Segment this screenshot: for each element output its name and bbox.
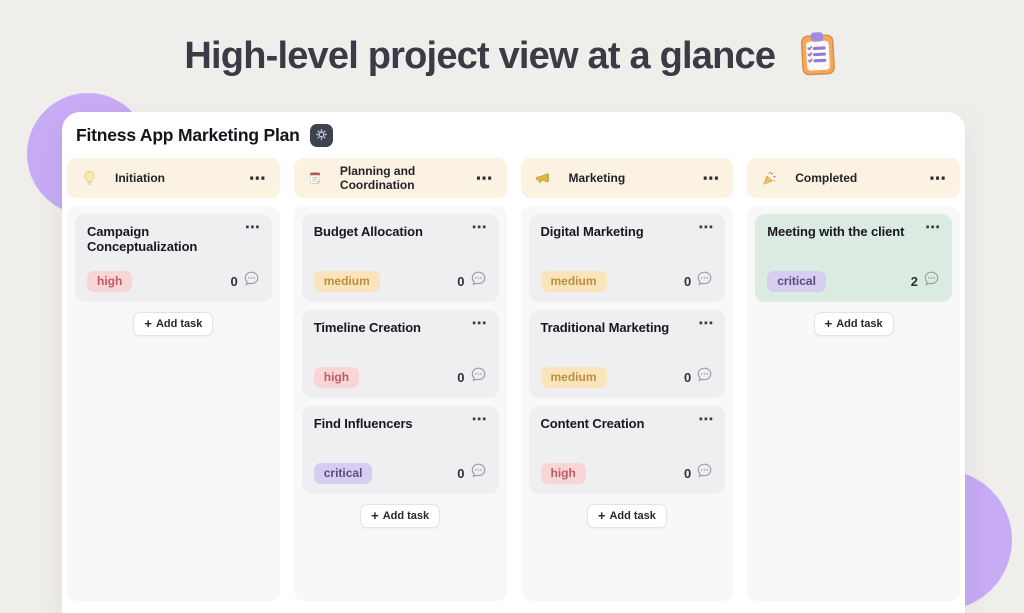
add-task-button[interactable]: + Add task [360, 504, 441, 528]
party-popper-icon [761, 171, 777, 186]
plus-icon: + [824, 316, 833, 331]
column-title: Completed [795, 171, 858, 185]
gear-icon [315, 128, 328, 144]
hero-header: High-level project view at a glance [0, 30, 1024, 83]
column-lane: Digital Marketing ⋯ medium 0 [520, 206, 734, 601]
more-menu-icon[interactable]: ⋯ [925, 219, 940, 236]
comment-icon [470, 366, 487, 388]
priority-badge: high [87, 270, 133, 292]
board-header: Fitness App Marketing Plan [66, 124, 961, 158]
comment-icon [243, 270, 260, 292]
column-title: Initiation [115, 171, 165, 185]
task-title: Content Creation [540, 416, 645, 431]
column-planning-and-coordination: Planning and Coordination ⋯ Budget Alloc… [293, 158, 507, 601]
kanban-board: Fitness App Marketing Plan [62, 112, 965, 613]
clipboard-icon [794, 29, 841, 84]
column-lane: Budget Allocation ⋯ medium 0 [293, 206, 507, 601]
more-menu-icon[interactable]: ⋯ [475, 168, 493, 188]
comment-count: 2 [911, 270, 940, 292]
comment-icon [696, 462, 713, 484]
priority-badge: critical [313, 462, 373, 484]
more-menu-icon[interactable]: ⋯ [698, 315, 714, 332]
task-card[interactable]: Budget Allocation ⋯ medium 0 [301, 214, 499, 302]
task-title: Campaign Conceptualization [87, 224, 198, 254]
comment-count: 0 [684, 366, 713, 388]
more-menu-icon[interactable]: ⋯ [248, 168, 266, 188]
comment-icon [696, 270, 713, 292]
column-header: Initiation ⋯ [67, 158, 280, 198]
comment-count: 0 [231, 270, 260, 292]
priority-badge: critical [767, 270, 826, 292]
add-task-button[interactable]: + Add task [586, 504, 667, 528]
task-card[interactable]: Find Influencers ⋯ critical 0 [301, 406, 499, 494]
column-header: Planning and Coordination ⋯ [293, 158, 507, 198]
task-title: Timeline Creation [313, 320, 421, 335]
lightbulb-icon [81, 170, 97, 187]
task-title: Find Influencers [313, 416, 413, 431]
board-title: Fitness App Marketing Plan [76, 125, 300, 145]
task-card[interactable]: Campaign Conceptualization ⋯ high 0 [75, 214, 272, 302]
more-menu-icon[interactable]: ⋯ [244, 219, 260, 236]
comment-count: 0 [457, 366, 486, 388]
comment-icon [696, 366, 713, 388]
column-completed: Completed ⋯ Meeting with the client ⋯ cr… [747, 158, 960, 601]
more-menu-icon[interactable]: ⋯ [698, 219, 714, 236]
comment-count: 0 [457, 270, 486, 292]
column-lane: Meeting with the client ⋯ critical 2 [747, 206, 960, 601]
plus-icon: + [371, 508, 379, 523]
task-title: Budget Allocation [313, 224, 423, 239]
more-menu-icon[interactable]: ⋯ [471, 219, 487, 236]
comment-icon [470, 462, 487, 484]
comment-count: 0 [684, 462, 713, 484]
column-header: Completed ⋯ [747, 158, 960, 198]
priority-badge: high [540, 462, 586, 484]
board-settings-button[interactable] [309, 124, 333, 147]
task-card[interactable]: Traditional Marketing ⋯ medium 0 [528, 310, 726, 398]
priority-badge: medium [313, 270, 380, 292]
more-menu-icon[interactable]: ⋯ [929, 168, 946, 188]
comment-count: 0 [684, 270, 713, 292]
megaphone-icon [535, 171, 551, 185]
more-menu-icon[interactable]: ⋯ [702, 168, 720, 188]
comment-icon [470, 270, 487, 292]
more-menu-icon[interactable]: ⋯ [698, 411, 714, 428]
column-lane: Campaign Conceptualization ⋯ high 0 [67, 206, 280, 601]
more-menu-icon[interactable]: ⋯ [471, 315, 487, 332]
plus-icon: + [597, 508, 606, 523]
task-title: Meeting with the client [767, 224, 905, 239]
task-card[interactable]: Digital Marketing ⋯ medium 0 [528, 214, 726, 302]
column-initiation: Initiation ⋯ Campaign Conceptualization … [67, 158, 280, 601]
comment-icon [923, 270, 940, 292]
column-title: Marketing [568, 171, 626, 185]
priority-badge: high [313, 366, 360, 388]
task-title: Digital Marketing [540, 224, 644, 239]
task-card[interactable]: Meeting with the client ⋯ critical 2 [755, 214, 952, 302]
column-marketing: Marketing ⋯ Digital Marketing ⋯ medium 0 [520, 158, 734, 601]
task-card[interactable]: Timeline Creation ⋯ high 0 [301, 310, 499, 398]
columns-row: Initiation ⋯ Campaign Conceptualization … [66, 158, 961, 601]
comment-count: 0 [457, 462, 486, 484]
task-card[interactable]: Content Creation ⋯ high 0 [528, 406, 726, 494]
task-title: Traditional Marketing [540, 320, 670, 335]
column-header: Marketing ⋯ [520, 158, 734, 198]
column-title: Planning and Coordination [339, 164, 416, 192]
priority-badge: medium [540, 270, 607, 292]
page-title: High-level project view at a glance [184, 35, 776, 77]
plus-icon: + [144, 316, 152, 331]
memo-icon [308, 171, 322, 185]
more-menu-icon[interactable]: ⋯ [471, 411, 487, 428]
priority-badge: medium [540, 366, 607, 388]
add-task-button[interactable]: + Add task [813, 312, 894, 336]
add-task-button[interactable]: + Add task [133, 312, 214, 336]
